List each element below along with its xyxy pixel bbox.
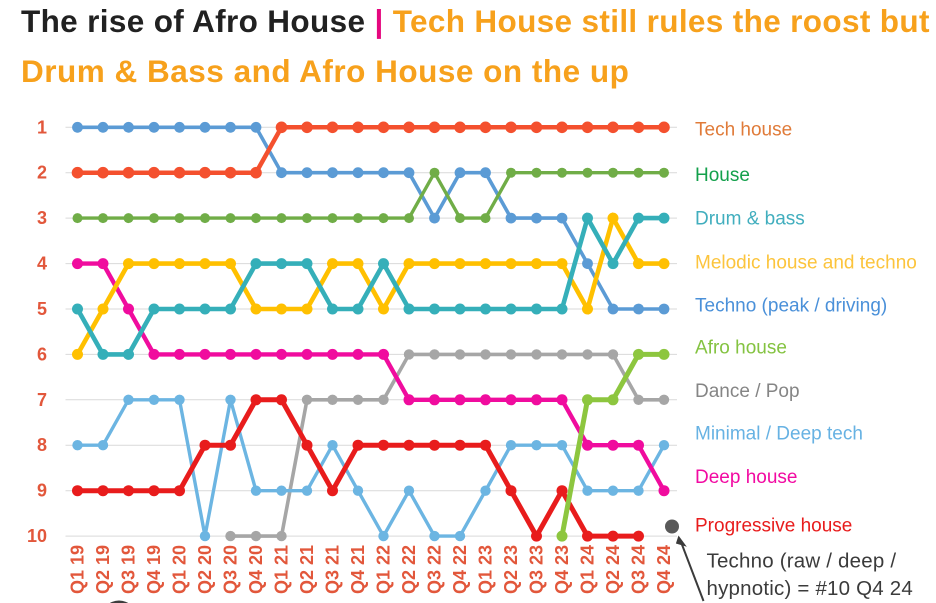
svg-text:Drum & bass: Drum & bass [695,209,805,230]
svg-text:3: 3 [37,208,47,228]
svg-text:House: House [695,165,750,186]
svg-text:Q4 21: Q4 21 [348,545,368,594]
svg-text:1: 1 [37,117,47,137]
svg-text:Q3 24: Q3 24 [629,545,649,594]
svg-text:Tech house: Tech house [695,120,792,141]
svg-text:Q4 22: Q4 22 [450,545,470,594]
svg-text:Q1 23: Q1 23 [476,545,496,594]
svg-text:Deep house: Deep house [695,467,797,488]
svg-text:7: 7 [37,390,47,410]
svg-text:Minimal / Deep tech: Minimal / Deep tech [695,424,863,445]
svg-text:Q2 21: Q2 21 [297,545,317,594]
svg-text:Dance / Pop: Dance / Pop [695,381,800,402]
svg-text:Q1 22: Q1 22 [374,545,394,594]
svg-text:Afro house: Afro house [695,338,787,359]
svg-text:Q3 23: Q3 23 [527,545,547,594]
svg-text:Q3 21: Q3 21 [323,545,343,594]
svg-text:Q2 22: Q2 22 [399,545,419,594]
svg-text:Q4 23: Q4 23 [552,545,572,594]
svg-text:4: 4 [37,254,47,274]
svg-text:Q3 20: Q3 20 [221,545,241,594]
svg-text:Q1 20: Q1 20 [170,545,190,594]
svg-text:Q2 24: Q2 24 [603,545,623,594]
svg-text:Techno (raw / deep /: Techno (raw / deep / [707,550,897,573]
svg-text:Q2 23: Q2 23 [501,545,521,594]
svg-text:Q4 20: Q4 20 [246,545,266,594]
svg-text:8: 8 [37,435,47,455]
svg-text:Q1 24: Q1 24 [578,545,598,594]
svg-text:Q2 19: Q2 19 [93,545,113,594]
svg-text:Techno (peak / driving): Techno (peak / driving) [695,296,887,317]
svg-text:Q2 20: Q2 20 [195,545,215,594]
svg-text:Q4 19: Q4 19 [144,545,164,594]
svg-text:hypnotic) = #10 Q4 24: hypnotic) = #10 Q4 24 [707,577,914,600]
svg-text:9: 9 [37,481,47,501]
svg-text:Q3 19: Q3 19 [119,545,139,594]
svg-text:6: 6 [37,344,47,364]
svg-text:Q1 19: Q1 19 [68,545,88,594]
svg-text:2: 2 [37,163,47,183]
svg-text:Q1 21: Q1 21 [272,545,292,594]
svg-text:5: 5 [37,299,47,319]
svg-text:Melodic house and techno: Melodic house and techno [695,253,917,274]
svg-text:10: 10 [27,526,47,546]
svg-text:Q4 24: Q4 24 [654,545,674,594]
svg-text:Progressive house: Progressive house [695,516,852,537]
svg-text:Q3 22: Q3 22 [425,545,445,594]
